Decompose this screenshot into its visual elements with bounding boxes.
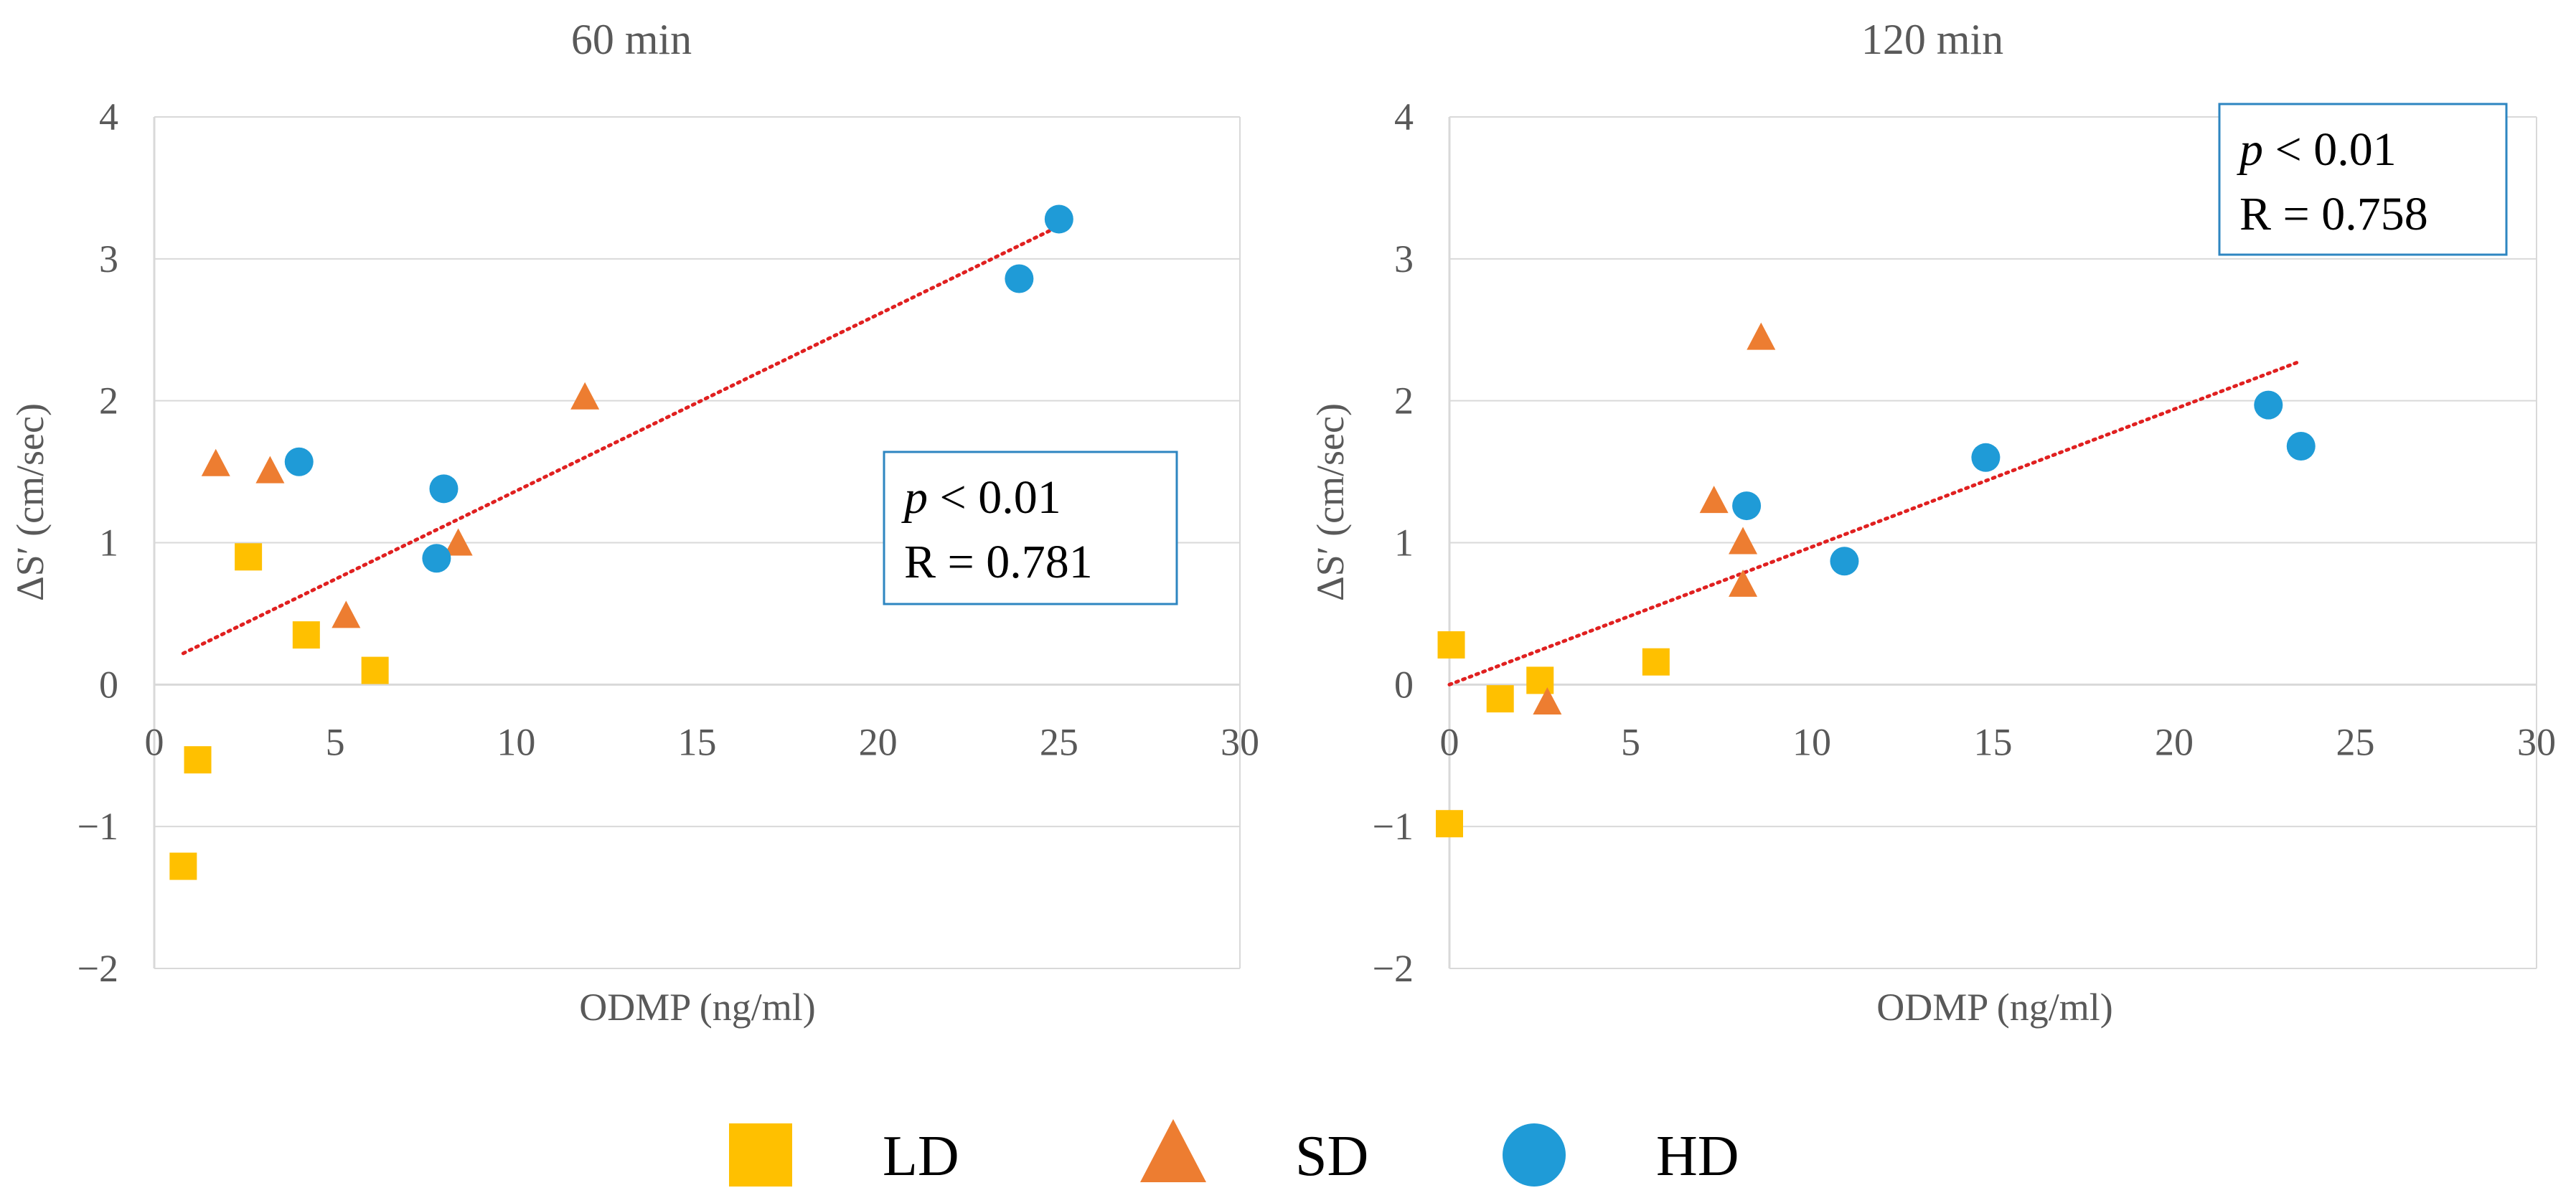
point-ld	[184, 746, 212, 774]
x-tick-label: 0	[1440, 720, 1459, 763]
x-tick-label: 20	[2155, 720, 2194, 763]
point-ld	[1486, 685, 1514, 713]
x-tick-label: 25	[2336, 720, 2375, 763]
legend: LD SD HD	[729, 1119, 1739, 1188]
legend-marker-sd	[1140, 1119, 1206, 1182]
y-tick-label: −2	[77, 947, 118, 990]
y-tick-label: 3	[99, 237, 118, 280]
trendline	[181, 224, 1061, 656]
stat-p-value: p < 0.01	[2237, 123, 2397, 176]
point-ld	[1437, 631, 1465, 659]
legend-marker-hd	[1503, 1123, 1566, 1187]
x-tick-label: 15	[1974, 720, 2013, 763]
stat-r-value: R = 0.781	[904, 536, 1093, 588]
y-tick-label: 0	[1394, 663, 1414, 706]
chart-title: 60 min	[571, 16, 692, 63]
x-axis-label: ODMP (ng/ml)	[579, 986, 816, 1029]
x-tick-label: 0	[145, 720, 164, 763]
stats-box	[2218, 103, 2508, 256]
x-tick-label: 25	[1040, 720, 1078, 763]
y-tick-label: 3	[1394, 237, 1414, 280]
x-tick-label: 10	[1792, 720, 1831, 763]
point-sd	[332, 600, 361, 628]
point-sd	[1533, 687, 1562, 715]
y-tick-label: −1	[77, 805, 118, 848]
point-sd	[1729, 527, 1758, 555]
x-tick-label: 30	[2517, 720, 2556, 763]
stat-p-symbol: p	[901, 471, 928, 524]
point-ld	[361, 656, 389, 684]
point-ld	[1526, 666, 1554, 694]
y-tick-label: 4	[99, 95, 118, 138]
trendline	[1447, 359, 2303, 687]
x-tick-label: 30	[1221, 720, 1259, 763]
y-axis-label: ΔS′ (cm/sec)	[1309, 403, 1352, 601]
y-tick-label: 0	[99, 663, 118, 706]
point-ld	[292, 621, 320, 649]
y-tick-label: 2	[99, 379, 118, 423]
y-tick-label: 2	[1394, 379, 1414, 423]
point-hd	[1971, 443, 2001, 472]
point-ld	[1436, 810, 1463, 838]
point-sd	[1747, 322, 1776, 350]
chart-title: 120 min	[1861, 16, 2003, 63]
x-tick-label: 5	[326, 720, 345, 763]
legend-marker-ld	[729, 1123, 792, 1187]
point-sd	[1729, 569, 1758, 597]
x-axis-label: ODMP (ng/ml)	[1876, 986, 2113, 1029]
x-tick-label: 10	[497, 720, 535, 763]
x-tick-label: 20	[859, 720, 898, 763]
point-hd	[1005, 264, 1034, 293]
point-ld	[1642, 648, 1670, 676]
stat-p-symbol: p	[2237, 123, 2263, 176]
point-hd	[422, 544, 451, 573]
x-tick-label: 15	[678, 720, 717, 763]
y-tick-label: −1	[1373, 805, 1414, 848]
stat-p-value: p < 0.01	[901, 471, 1061, 524]
stat-r-value: R = 0.758	[2239, 188, 2428, 240]
point-hd	[2254, 390, 2283, 420]
stats-box	[883, 451, 1178, 605]
point-hd	[1830, 547, 1859, 576]
point-sd	[255, 456, 285, 484]
y-tick-label: −2	[1373, 947, 1414, 990]
point-ld	[169, 852, 197, 880]
point-sd	[201, 448, 230, 476]
legend-label-ld: LD	[883, 1125, 959, 1188]
stat-p-text: < 0.01	[928, 471, 1061, 524]
legend-label-hd: HD	[1656, 1125, 1739, 1188]
point-ld	[235, 543, 263, 571]
point-sd	[570, 382, 600, 410]
y-axis-label: ΔS′ (cm/sec)	[9, 403, 52, 601]
point-hd	[1044, 204, 1073, 234]
point-hd	[2286, 431, 2316, 461]
stat-p-text: < 0.01	[2263, 123, 2397, 176]
y-tick-label: 1	[99, 522, 118, 565]
y-tick-label: 4	[1394, 95, 1414, 138]
point-hd	[429, 474, 459, 504]
point-hd	[1732, 491, 1762, 521]
legend-label-sd: SD	[1295, 1125, 1368, 1188]
point-hd	[284, 447, 314, 476]
panel-60-min: −2 −1 0 1 2 3 4 0 5 10 15 20 25 30 60 min ODMP (ng/ml) Δ…	[9, 16, 1259, 1029]
x-tick-label: 5	[1621, 720, 1640, 763]
y-tick-label: 1	[1394, 522, 1414, 565]
point-sd	[1699, 486, 1729, 514]
panel-120-min: −2 −1 0 1 2 3 4 0 5 10 15 20 25 30 120 min ODMP (ng/ml)…	[1309, 16, 2556, 1029]
point-sd	[443, 528, 473, 556]
